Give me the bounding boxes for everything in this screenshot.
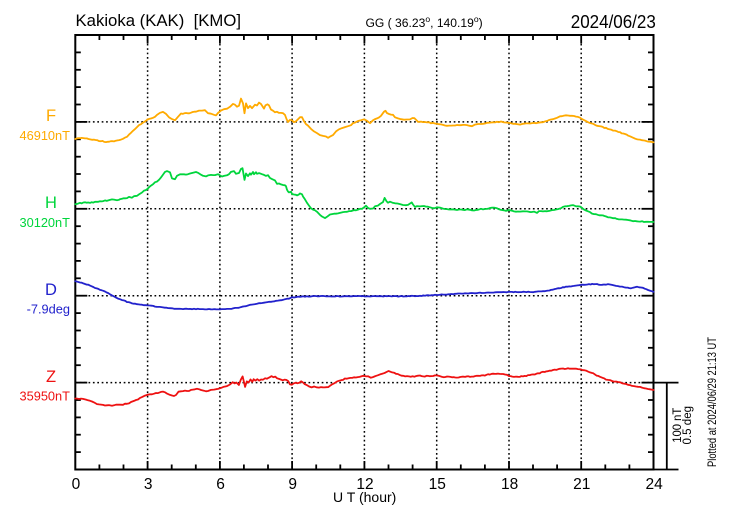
svg-text:Z: Z [46, 368, 56, 386]
svg-text:15: 15 [429, 476, 446, 493]
svg-text:U T (hour): U T (hour) [333, 489, 396, 505]
svg-text:F: F [46, 107, 56, 125]
svg-text:0.5 deg: 0.5 deg [680, 406, 694, 445]
svg-text:100 nT: 100 nT [670, 407, 684, 442]
svg-text:3: 3 [144, 476, 153, 493]
svg-text:H: H [45, 194, 57, 212]
svg-text:21: 21 [573, 476, 590, 493]
svg-text:46910nT: 46910nT [19, 128, 70, 143]
svg-text:0: 0 [72, 476, 81, 493]
svg-text:Plotted at 2024/06/29 21:13 UT: Plotted at 2024/06/29 21:13 UT [705, 336, 719, 467]
svg-text:Kakioka (KAK) [KMO]: Kakioka (KAK) [KMO] [76, 11, 242, 30]
svg-text:30120nT: 30120nT [19, 215, 70, 230]
svg-text:24: 24 [645, 476, 663, 493]
svg-text:6: 6 [216, 476, 225, 493]
svg-text:12: 12 [356, 476, 373, 493]
svg-text:18: 18 [501, 476, 518, 493]
svg-text:GG ( 36.23o, 140.19o): GG ( 36.23o, 140.19o) [366, 14, 483, 30]
svg-text:2024/06/23: 2024/06/23 [571, 12, 656, 32]
svg-text:-7.9deg: -7.9deg [27, 302, 70, 317]
svg-text:35950nT: 35950nT [19, 389, 70, 404]
svg-text:D: D [45, 281, 57, 299]
svg-text:9: 9 [288, 476, 297, 493]
